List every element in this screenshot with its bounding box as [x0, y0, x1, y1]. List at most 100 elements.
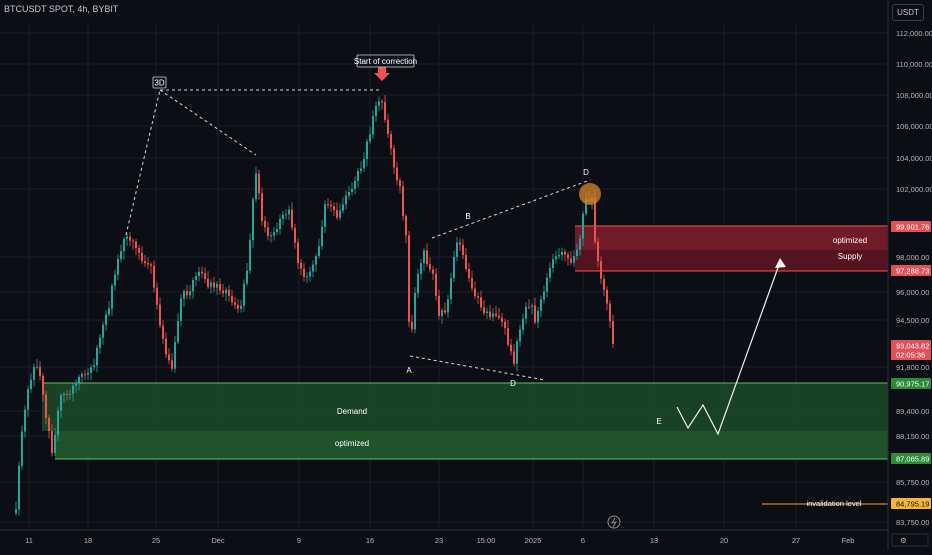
- settings-icon[interactable]: ⚙: [900, 536, 907, 545]
- candle-body: [237, 304, 239, 309]
- candle-body: [507, 328, 509, 345]
- svg-text:27: 27: [792, 536, 800, 545]
- label-b: B: [465, 212, 470, 221]
- svg-text:110,000.00: 110,000.00: [896, 60, 932, 69]
- candle-body: [432, 269, 434, 274]
- candle-body: [516, 341, 518, 364]
- candle-body: [429, 264, 431, 270]
- candle-body: [441, 310, 443, 316]
- candle-body: [126, 236, 128, 240]
- candle-body: [258, 173, 260, 194]
- candle-body: [567, 254, 569, 259]
- candle-body: [456, 242, 458, 257]
- candle-body: [471, 277, 473, 289]
- candle-body: [396, 167, 398, 181]
- svg-text:89,400.00: 89,400.00: [896, 407, 929, 416]
- candle-body: [18, 465, 20, 510]
- demand-zone: [42, 383, 888, 431]
- candle-body: [330, 204, 332, 207]
- candle-body: [207, 278, 209, 287]
- candle-body: [339, 210, 341, 218]
- candle-body: [81, 374, 83, 377]
- candle-body: [60, 395, 62, 411]
- price-axis[interactable]: 112,000.00 110,000.00 108,000.00 106,000…: [896, 29, 932, 527]
- candle-body: [513, 351, 515, 364]
- candle-body: [111, 285, 113, 309]
- svg-text:16: 16: [366, 536, 374, 545]
- candle-body: [336, 210, 338, 218]
- candle-body: [312, 264, 314, 272]
- demand-bottom-tag: 87,065.89: [896, 455, 929, 464]
- candle-body: [72, 385, 74, 394]
- candle-body: [381, 101, 383, 103]
- candle-body: [510, 344, 512, 352]
- candle-body: [543, 291, 545, 300]
- candle-body: [285, 214, 287, 216]
- candle-body: [291, 209, 293, 228]
- candle-body: [366, 141, 368, 159]
- candle-body: [48, 417, 50, 432]
- candle-body: [414, 293, 416, 330]
- candle-body: [300, 262, 302, 269]
- candle-body: [222, 290, 224, 294]
- candle-body: [234, 302, 236, 305]
- candle-body: [177, 320, 179, 342]
- svg-text:83,750.00: 83,750.00: [896, 518, 929, 527]
- candle-body: [369, 134, 371, 142]
- candle-body: [327, 204, 329, 206]
- candle-body: [354, 180, 356, 189]
- candle-body: [186, 291, 188, 296]
- candle-body: [213, 282, 215, 288]
- candle-body: [537, 310, 539, 323]
- svg-text:6: 6: [581, 536, 585, 545]
- supply-zone: [575, 250, 888, 271]
- candle-body: [372, 116, 374, 135]
- candle-body: [522, 318, 524, 330]
- candle-body: [462, 244, 464, 256]
- candle-body: [90, 367, 92, 373]
- candle-body: [333, 206, 335, 211]
- candle-body: [57, 410, 59, 435]
- candle-body: [297, 242, 299, 263]
- candle-body: [138, 248, 140, 253]
- candle-body: [351, 188, 353, 193]
- candle-body: [387, 119, 389, 135]
- candle-body: [546, 277, 548, 292]
- candle-body: [603, 278, 605, 290]
- candle-body: [198, 271, 200, 277]
- candle-body: [552, 259, 554, 268]
- current-price-tag: 93,043.82: [896, 342, 929, 351]
- candle-body: [426, 250, 428, 265]
- candle-body: [63, 393, 65, 396]
- candle-body: [84, 374, 86, 376]
- time-axis[interactable]: 11 18 25 Dec 9 16 23 15:00 2025 6 13 20 …: [25, 536, 854, 545]
- candle-body: [33, 367, 35, 380]
- demand-label: Demand: [337, 407, 367, 416]
- candle-body: [210, 282, 212, 287]
- candle-body: [102, 324, 104, 338]
- three-d-label: 3D: [154, 79, 164, 88]
- pattern-lines: [125, 89, 591, 381]
- svg-text:Feb: Feb: [842, 536, 855, 545]
- candle-body: [495, 313, 497, 316]
- candle-body: [498, 315, 500, 318]
- projection-path: [676, 261, 781, 436]
- symbol-header[interactable]: BTCUSDT SPOT, 4h, BYBIT: [4, 4, 119, 14]
- candle-body: [504, 321, 506, 329]
- currency-unit-button[interactable]: USDT: [892, 4, 924, 21]
- candle-body: [528, 306, 530, 308]
- candle-body: [534, 305, 536, 323]
- candle-body: [36, 366, 38, 368]
- svg-text:18: 18: [84, 536, 92, 545]
- lightning-icon[interactable]: [607, 515, 621, 529]
- candle-body: [192, 279, 194, 292]
- candle-body: [540, 299, 542, 311]
- candle-body: [105, 314, 107, 325]
- svg-text:13: 13: [650, 536, 658, 545]
- candle-body: [531, 305, 533, 307]
- candle-body: [75, 382, 77, 386]
- candle-body: [27, 389, 29, 410]
- candle-body: [240, 305, 242, 309]
